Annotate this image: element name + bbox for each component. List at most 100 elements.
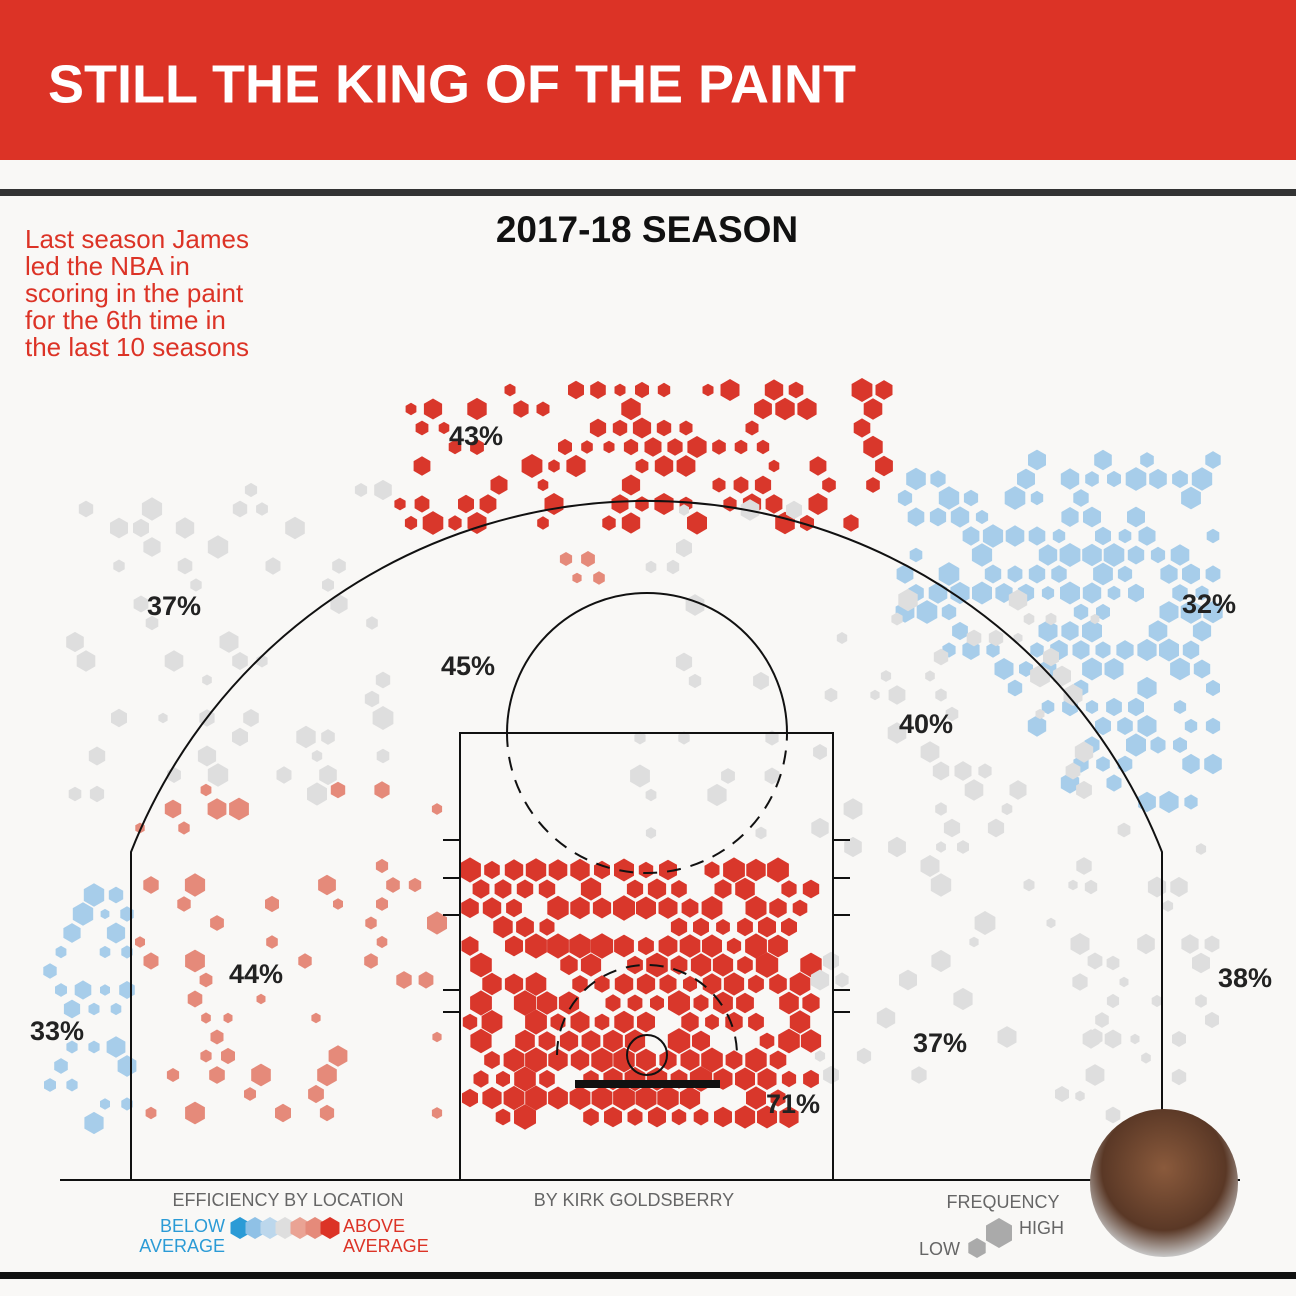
hexbin bbox=[1017, 468, 1035, 490]
hexbin bbox=[396, 971, 412, 989]
hexbin bbox=[705, 1014, 719, 1030]
note-line: Last season James bbox=[25, 224, 249, 254]
hexbin bbox=[764, 767, 780, 785]
hexbin bbox=[514, 1066, 536, 1092]
hexbin bbox=[929, 507, 947, 527]
hexbin bbox=[1038, 620, 1058, 642]
hexbin bbox=[594, 1013, 610, 1031]
hexbin bbox=[1085, 471, 1099, 487]
hexbin bbox=[1117, 822, 1131, 838]
hexbin bbox=[164, 799, 182, 819]
hexbin bbox=[888, 685, 906, 705]
hexbin bbox=[448, 439, 462, 455]
hexbin bbox=[701, 1047, 723, 1073]
hexbin bbox=[354, 483, 368, 497]
hexbin bbox=[1106, 697, 1122, 717]
hexbin bbox=[572, 572, 582, 584]
hexbin bbox=[725, 1050, 743, 1070]
hexbin bbox=[448, 515, 462, 531]
hexbin bbox=[1043, 647, 1059, 667]
hexbin bbox=[1096, 603, 1110, 621]
hexbin bbox=[632, 417, 652, 439]
legend-hex bbox=[290, 1217, 310, 1239]
hexbin bbox=[472, 879, 490, 899]
hexbin bbox=[418, 971, 434, 989]
hexbin bbox=[145, 1106, 157, 1120]
hexbin bbox=[548, 1048, 568, 1072]
hexbin bbox=[1028, 564, 1046, 584]
hexbin bbox=[570, 858, 590, 882]
hexbin bbox=[593, 571, 605, 585]
rim bbox=[626, 1034, 668, 1076]
hexbin bbox=[1104, 1029, 1122, 1049]
hexbin bbox=[106, 1036, 126, 1058]
hexbin bbox=[647, 878, 667, 900]
hexbin bbox=[74, 980, 92, 1000]
hexbin bbox=[1075, 1090, 1085, 1102]
hexbin bbox=[560, 954, 578, 976]
hexbin bbox=[604, 1106, 622, 1128]
hexbin bbox=[690, 953, 712, 977]
hexbin bbox=[836, 632, 848, 644]
hexbin bbox=[707, 783, 727, 807]
hexbin bbox=[843, 514, 859, 532]
hexbin bbox=[525, 1085, 547, 1111]
hexbin bbox=[190, 578, 202, 592]
hexbin bbox=[68, 786, 82, 802]
hexbin bbox=[376, 897, 388, 911]
note-line: led the NBA in bbox=[25, 251, 190, 281]
hexbin bbox=[244, 1087, 256, 1101]
hexbin bbox=[754, 398, 772, 420]
hexbin bbox=[66, 1040, 78, 1054]
hexbin bbox=[121, 945, 133, 959]
hexbin bbox=[657, 382, 671, 398]
hexbin bbox=[308, 1084, 324, 1104]
hexbin bbox=[202, 674, 212, 686]
hexbin bbox=[775, 397, 795, 421]
hexbin bbox=[822, 477, 836, 493]
hexbin bbox=[285, 516, 305, 540]
hexbin bbox=[1028, 449, 1046, 471]
hexbin bbox=[251, 1063, 271, 1087]
hexbin bbox=[755, 826, 767, 840]
hexbin bbox=[229, 797, 249, 821]
hexbin bbox=[1159, 601, 1179, 623]
hexbin bbox=[580, 877, 602, 901]
legend-scale bbox=[230, 1217, 1012, 1258]
hexbin bbox=[1028, 526, 1046, 546]
hexbin bbox=[654, 493, 674, 515]
hexbin bbox=[753, 671, 769, 691]
hexbin bbox=[423, 398, 443, 420]
hexbin bbox=[863, 435, 883, 459]
hexbin bbox=[810, 969, 830, 991]
hexbin bbox=[594, 860, 610, 880]
hexbin bbox=[767, 857, 789, 883]
hexbin bbox=[1119, 976, 1129, 988]
hexbin bbox=[765, 494, 783, 514]
hexbin bbox=[1140, 452, 1154, 468]
hexbin bbox=[671, 880, 687, 898]
hexbin bbox=[809, 456, 827, 476]
hexbin bbox=[503, 1048, 525, 1072]
hexbin bbox=[613, 1085, 635, 1111]
hexbin bbox=[899, 969, 917, 991]
hexbin bbox=[503, 1085, 525, 1111]
hexbin bbox=[569, 1086, 591, 1110]
hexbin bbox=[748, 1012, 764, 1032]
hexbin bbox=[734, 439, 748, 455]
hexbin bbox=[197, 745, 217, 767]
hexbin bbox=[1180, 600, 1202, 624]
hexbin bbox=[814, 1050, 826, 1062]
hexbin bbox=[210, 915, 224, 931]
hexbin bbox=[199, 972, 213, 988]
hexbin bbox=[714, 879, 732, 899]
free-throw-circle-dashed bbox=[506, 732, 788, 874]
hexbin bbox=[748, 974, 764, 994]
hexbin bbox=[870, 689, 880, 701]
hexbin bbox=[333, 898, 343, 910]
hexbin bbox=[1117, 565, 1133, 583]
hexbin bbox=[311, 1012, 321, 1024]
hexbin bbox=[1171, 1068, 1187, 1086]
hexbin bbox=[654, 455, 674, 477]
hexbin bbox=[614, 858, 634, 882]
